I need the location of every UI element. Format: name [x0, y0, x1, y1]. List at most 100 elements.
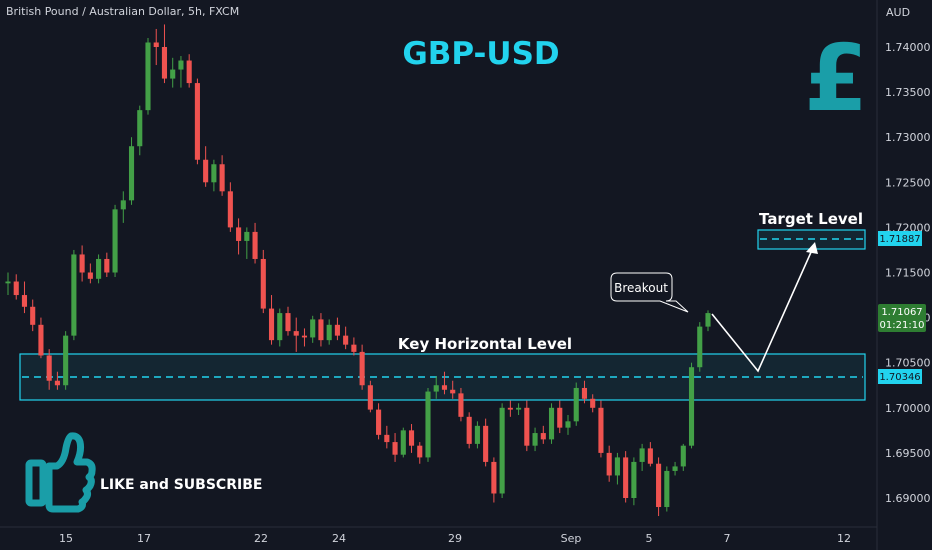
- candle-up: [548, 407, 555, 440]
- candle-down: [656, 463, 662, 508]
- breakout-callout: [610, 272, 689, 313]
- candle-down: [441, 385, 448, 390]
- candle-up: [697, 326, 703, 368]
- candles: [5, 24, 711, 517]
- candle-down: [104, 258, 110, 273]
- candle-down: [30, 306, 36, 325]
- x-tick-label: Sep: [561, 532, 582, 545]
- candle-up: [326, 324, 332, 341]
- candle-up: [128, 146, 135, 201]
- candle-down: [598, 407, 604, 453]
- candle-down: [252, 231, 258, 259]
- countdown-text: 01:21:10: [880, 320, 925, 331]
- candle-down: [285, 313, 291, 332]
- candle-down: [581, 387, 588, 399]
- candle-down: [524, 407, 530, 446]
- candle-down: [384, 434, 390, 443]
- candle-up: [5, 281, 11, 284]
- candle-down: [79, 254, 85, 273]
- candle-up: [244, 231, 250, 241]
- thumbs-up-icon[interactable]: [25, 432, 96, 513]
- candle-down: [334, 324, 340, 336]
- symbol-label[interactable]: British Pound / Australian Dollar, 5h, F…: [6, 5, 239, 18]
- target-level-label: Target Level: [759, 210, 863, 228]
- time-axis[interactable]: 15 17 22 24 29 Sep 5 7 12: [59, 532, 851, 545]
- candle-up: [178, 60, 184, 70]
- candle-down: [268, 308, 275, 341]
- candle-down: [153, 42, 159, 47]
- candle-up: [688, 367, 695, 446]
- candle-down: [623, 457, 629, 498]
- candle-up: [573, 387, 579, 422]
- candle-up: [614, 457, 620, 476]
- candle-up: [672, 466, 678, 471]
- y-tick-label: 1.72500: [885, 176, 931, 189]
- candle-up: [516, 407, 522, 410]
- key-price-text: 1.70346: [879, 372, 920, 383]
- candle-down: [161, 47, 168, 79]
- candle-down: [458, 393, 464, 417]
- candle-up: [71, 254, 77, 336]
- currency-label: AUD: [886, 6, 910, 19]
- y-tick-label: 1.70500: [885, 357, 931, 370]
- candle-up: [664, 470, 670, 508]
- x-tick-label: 22: [254, 532, 268, 545]
- candle-down: [507, 407, 513, 410]
- y-tick-label: 1.71500: [885, 267, 931, 280]
- y-tick-label: 1.70000: [885, 402, 931, 415]
- candle-down: [260, 258, 266, 309]
- candle-down: [236, 227, 242, 241]
- x-tick-label: 12: [837, 532, 851, 545]
- y-tick-label: 1.74000: [885, 41, 931, 54]
- candle-up: [705, 313, 711, 327]
- y-tick-label: 1.73000: [885, 131, 931, 144]
- target-price-tag: [878, 231, 922, 246]
- x-tick-label: 17: [137, 532, 151, 545]
- candle-down: [491, 461, 497, 494]
- current-price-text: 1.71067: [881, 307, 922, 318]
- candle-up: [310, 319, 316, 338]
- candle-up: [433, 385, 439, 392]
- projection-path: [711, 249, 813, 373]
- candle-down: [417, 445, 423, 458]
- candle-up: [112, 209, 118, 273]
- candle-down: [466, 416, 472, 444]
- candle-down: [590, 398, 596, 408]
- target-price-text: 1.71887: [879, 234, 920, 245]
- y-tick-label: 1.73500: [885, 86, 931, 99]
- candle-down: [557, 407, 563, 428]
- candle-up: [170, 69, 176, 79]
- pound-icon: £: [804, 25, 868, 132]
- candle-down: [606, 452, 612, 476]
- candle-down: [540, 433, 546, 440]
- candle-up: [120, 200, 126, 210]
- key-price-tag: [878, 369, 922, 384]
- candle-up: [277, 313, 283, 341]
- current-price-tag: [878, 304, 926, 332]
- candle-down: [450, 389, 456, 394]
- x-tick-label: 24: [332, 532, 346, 545]
- x-tick-label: 7: [724, 532, 731, 545]
- chart-title: GBP-USD: [402, 36, 559, 72]
- candle-down: [38, 324, 44, 356]
- candle-down: [46, 355, 52, 381]
- candle-down: [367, 385, 373, 410]
- candle-down: [318, 319, 324, 341]
- candle-up: [425, 391, 431, 458]
- candle-down: [647, 448, 653, 464]
- candle-up: [145, 42, 151, 111]
- candle-down: [408, 430, 415, 446]
- candle-down: [13, 281, 19, 296]
- x-tick-label: 29: [448, 532, 462, 545]
- candle-up: [137, 110, 143, 147]
- candle-down: [54, 380, 60, 386]
- candle-down: [203, 159, 209, 183]
- candle-down: [343, 335, 349, 345]
- cta-label: LIKE and SUBSCRIBE: [100, 477, 262, 493]
- pound-glyph: £: [804, 25, 868, 132]
- candle-down: [483, 425, 489, 462]
- candle-down: [293, 331, 299, 336]
- candle-up: [63, 335, 69, 386]
- candle-down: [21, 295, 28, 307]
